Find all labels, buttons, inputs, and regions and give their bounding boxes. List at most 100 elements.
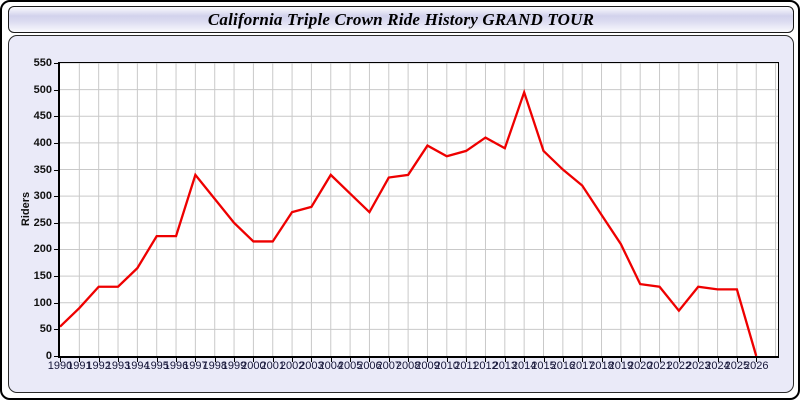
y-axis-tick bbox=[54, 303, 58, 304]
y-tick-label: 200 bbox=[33, 243, 52, 256]
y-tick-label: 300 bbox=[33, 190, 52, 203]
x-axis-tick bbox=[137, 358, 138, 362]
y-tick-label: 50 bbox=[39, 323, 52, 336]
x-axis-tick bbox=[215, 358, 216, 362]
x-axis-tick bbox=[756, 358, 757, 362]
x-tick-label: 2004 bbox=[318, 360, 343, 372]
y-tick-label: 450 bbox=[33, 110, 52, 123]
x-tick-label: 1998 bbox=[202, 360, 227, 372]
y-axis-tick bbox=[54, 249, 58, 250]
x-axis-tick bbox=[524, 358, 525, 362]
riders-line bbox=[60, 88, 758, 356]
x-axis-tick bbox=[389, 358, 390, 362]
x-tick-label: 2024 bbox=[705, 360, 730, 372]
y-tick-label: 0 bbox=[45, 350, 52, 362]
y-tick-label: 150 bbox=[33, 270, 52, 283]
x-tick-label: 2021 bbox=[647, 360, 672, 372]
x-tick-label: 1996 bbox=[163, 360, 189, 372]
y-axis-tick bbox=[54, 356, 58, 357]
x-axis-tick bbox=[505, 358, 506, 362]
x-tick-label: 2001 bbox=[260, 360, 285, 372]
x-tick-label: 2011 bbox=[454, 360, 478, 372]
x-tick-label: 2012 bbox=[473, 360, 498, 372]
x-axis-tick bbox=[292, 358, 293, 362]
x-axis-tick bbox=[640, 358, 641, 362]
y-tick-label: 350 bbox=[33, 163, 52, 176]
x-axis-tick bbox=[331, 358, 332, 362]
x-tick-label: 2002 bbox=[279, 360, 305, 372]
y-axis-tick bbox=[54, 196, 58, 197]
x-axis-tick bbox=[176, 358, 177, 362]
chart-panel: Riders 0 50 100 150 200 250 300 350 400 450 500 550… bbox=[8, 35, 794, 393]
x-tick-label: 2026 bbox=[743, 360, 769, 372]
x-axis-tick bbox=[157, 358, 158, 362]
x-tick-label: 2006 bbox=[357, 360, 382, 372]
y-tick-label: 250 bbox=[33, 216, 52, 229]
x-tick-label: 1999 bbox=[221, 360, 247, 372]
x-axis-tick bbox=[350, 358, 351, 362]
y-tick-label: 400 bbox=[33, 136, 52, 149]
x-tick-label: 2013 bbox=[492, 360, 518, 372]
x-axis-tick bbox=[118, 358, 119, 362]
x-axis-tick bbox=[485, 358, 486, 362]
y-axis-tick bbox=[54, 329, 58, 330]
x-axis-tick bbox=[99, 358, 100, 362]
x-tick-label: 2022 bbox=[666, 360, 692, 372]
y-axis-label: Riders bbox=[20, 191, 32, 227]
x-tick-label: 1992 bbox=[86, 360, 111, 372]
y-tick-label: 550 bbox=[33, 57, 52, 69]
x-tick-label: 2007 bbox=[376, 360, 402, 372]
x-axis-tick bbox=[234, 358, 235, 362]
y-axis-tick bbox=[54, 223, 58, 224]
y-axis-tick bbox=[54, 90, 58, 91]
x-tick-label: 2000 bbox=[241, 360, 266, 372]
x-axis-tick bbox=[311, 358, 312, 362]
plot-area bbox=[58, 62, 779, 358]
x-axis-tick bbox=[408, 358, 409, 362]
x-tick-label: 2010 bbox=[434, 360, 460, 372]
x-axis-tick bbox=[737, 358, 738, 362]
page-title: California Triple Crown Ride History GRA… bbox=[207, 9, 595, 29]
x-tick-label: 2023 bbox=[685, 360, 711, 372]
x-tick-label: 1990 bbox=[47, 360, 73, 372]
x-tick-label: 1997 bbox=[183, 360, 208, 372]
x-tick-label: 2019 bbox=[608, 360, 634, 372]
chart-svg bbox=[60, 63, 778, 356]
x-axis-tick bbox=[427, 358, 428, 362]
y-tick-label: 500 bbox=[33, 83, 52, 96]
x-axis-tick bbox=[544, 358, 545, 362]
x-tick-label: 1991 bbox=[67, 360, 92, 372]
x-tick-label: 2014 bbox=[511, 360, 537, 372]
x-tick-label: 2016 bbox=[550, 360, 576, 372]
x-axis-tick bbox=[563, 358, 564, 362]
x-tick-label: 2017 bbox=[569, 360, 595, 372]
x-axis-tick bbox=[621, 358, 622, 362]
x-axis-tick bbox=[602, 358, 603, 362]
chart-title-bar: California Triple Crown Ride History GRA… bbox=[8, 6, 794, 33]
x-tick-label: 1995 bbox=[144, 360, 169, 372]
x-tick-label: 2015 bbox=[531, 360, 556, 372]
x-tick-label: 1993 bbox=[105, 360, 131, 372]
x-tick-label: 2005 bbox=[337, 360, 363, 372]
x-axis-tick bbox=[718, 358, 719, 362]
x-tick-label: 1994 bbox=[125, 360, 150, 372]
x-tick-label: 2009 bbox=[415, 360, 440, 372]
y-axis-tick bbox=[54, 170, 58, 171]
y-tick-label: 100 bbox=[33, 296, 52, 309]
x-axis-tick bbox=[466, 358, 467, 362]
x-tick-label: 2008 bbox=[395, 360, 421, 372]
x-axis-tick bbox=[698, 358, 699, 362]
x-axis-tick bbox=[253, 358, 254, 362]
x-axis-tick bbox=[679, 358, 680, 362]
x-axis-tick bbox=[660, 358, 661, 362]
y-axis-tick bbox=[54, 63, 58, 64]
x-axis-tick bbox=[79, 358, 80, 362]
x-axis-tick bbox=[273, 358, 274, 362]
x-axis-tick bbox=[369, 358, 370, 362]
x-axis-tick bbox=[582, 358, 583, 362]
y-axis-tick bbox=[54, 276, 58, 277]
x-axis-tick bbox=[447, 358, 448, 362]
y-axis-tick bbox=[54, 143, 58, 144]
x-tick-label: 2018 bbox=[589, 360, 614, 372]
